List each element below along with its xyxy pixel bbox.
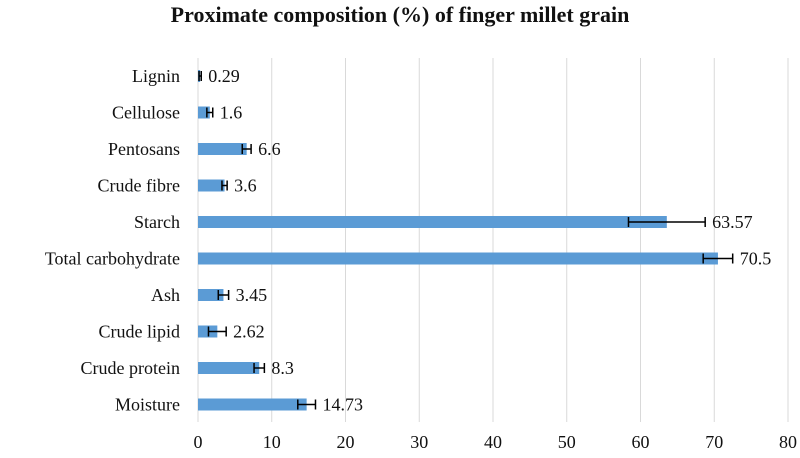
data-label: 70.5: [740, 249, 772, 269]
category-label: Ash: [151, 285, 180, 305]
bar-crude-protein: [198, 362, 260, 374]
error-bar: [221, 180, 228, 191]
category-label: Pentosans: [108, 139, 180, 159]
data-label: 1.6: [220, 103, 243, 123]
bar-starch: [198, 216, 667, 228]
x-tick-label: 50: [558, 432, 576, 452]
category-label: Crude lipid: [99, 322, 181, 342]
bar-crude-lipid: [198, 325, 218, 338]
x-tick-label: 20: [337, 432, 355, 452]
error-bar: [627, 217, 706, 227]
x-tick-label: 10: [263, 432, 281, 452]
error-bar: [253, 363, 266, 373]
bar-moisture: [198, 398, 307, 411]
x-tick-label: 0: [194, 432, 203, 452]
bar-ash: [198, 289, 224, 301]
x-tick-label: 60: [632, 432, 650, 452]
data-label: 3.45: [236, 285, 268, 305]
error-bar: [207, 326, 227, 337]
error-bar: [217, 290, 230, 300]
x-tick-label: 30: [410, 432, 428, 452]
data-label: 14.73: [322, 395, 363, 415]
category-label: Crude protein: [81, 358, 180, 378]
chart-title: Proximate composition (%) of finger mill…: [170, 2, 630, 27]
data-label: 2.62: [233, 322, 264, 342]
x-tick-label: 80: [779, 432, 797, 452]
data-label: 0.29: [208, 66, 240, 86]
data-label: 3.6: [234, 176, 257, 196]
x-tick-label: 70: [705, 432, 723, 452]
error-bar: [241, 144, 252, 154]
category-label: Crude fibre: [98, 176, 180, 196]
error-bar: [206, 107, 214, 118]
bar-pentosans: [198, 143, 247, 155]
bar-cellulose: [198, 106, 210, 119]
category-label: Starch: [134, 212, 180, 232]
data-label: 8.3: [271, 358, 294, 378]
bar-total-carbohydrate: [198, 252, 718, 265]
data-label: 63.57: [712, 212, 753, 232]
error-bar: [198, 71, 202, 81]
category-label: Lignin: [132, 66, 180, 86]
error-bar: [297, 399, 317, 410]
x-tick-label: 40: [484, 432, 502, 452]
category-label: Total carbohydrate: [45, 249, 180, 269]
bar-crude-fibre: [198, 179, 225, 192]
category-label: Cellulose: [112, 103, 180, 123]
data-label: 6.6: [258, 139, 281, 159]
category-label: Moisture: [115, 395, 180, 415]
error-bar: [702, 253, 734, 264]
